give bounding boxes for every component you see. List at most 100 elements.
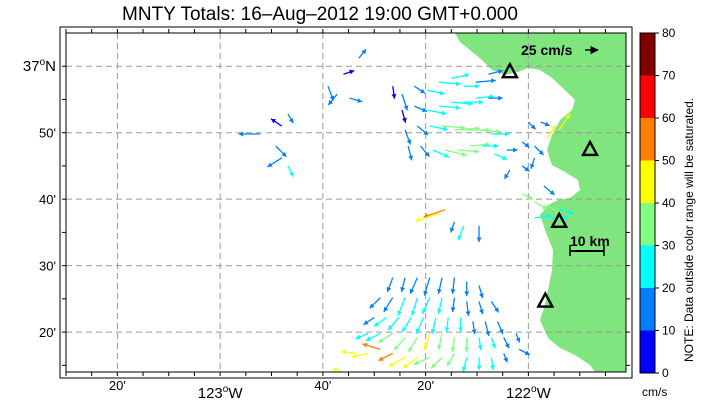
vector-head <box>281 151 287 157</box>
vector-head <box>401 117 407 123</box>
vector-head <box>423 130 429 136</box>
vector-head <box>413 360 419 365</box>
vector-head <box>479 293 484 299</box>
station-triangle <box>500 61 519 79</box>
current-vector <box>476 225 482 242</box>
current-vector <box>415 317 425 334</box>
current-vector <box>489 377 494 388</box>
current-vector <box>438 105 461 110</box>
current-vector <box>238 131 261 137</box>
vector-head <box>434 391 439 396</box>
current-vector <box>393 393 409 398</box>
current-vector <box>488 69 503 75</box>
vector-head <box>409 288 415 294</box>
current-vector <box>534 145 545 156</box>
current-vector <box>267 157 283 168</box>
vector-head <box>447 360 452 366</box>
vector-head <box>361 49 367 55</box>
vector-head <box>332 367 338 372</box>
map-title: MNTY Totals: 16–Aug–2012 19:00 GMT+0.000 <box>122 4 518 25</box>
vector-head <box>458 327 464 332</box>
current-vector <box>415 213 440 223</box>
vector-shaft <box>356 393 370 402</box>
vector-head <box>568 209 574 215</box>
current-vector <box>490 357 496 371</box>
current-vector <box>461 357 468 372</box>
vector-head <box>444 327 450 332</box>
vector-head <box>524 166 530 172</box>
current-vector <box>458 317 464 332</box>
current-vector <box>349 97 363 103</box>
vector-head <box>461 378 466 382</box>
current-vector <box>503 353 508 363</box>
current-vector <box>275 145 287 158</box>
colorbar-tick-label: 30 <box>662 239 676 253</box>
vector-head <box>288 117 294 124</box>
scale-vector-label: 25 cm/s <box>521 42 573 58</box>
vector-head <box>439 90 445 96</box>
lon-label: 122oW <box>506 384 552 402</box>
current-vector <box>432 149 450 158</box>
current-vector <box>437 297 443 314</box>
vector-head <box>494 307 499 313</box>
vector-head <box>378 337 384 343</box>
current-vector <box>457 225 465 241</box>
current-vector <box>410 297 419 316</box>
lat-label: 40' <box>39 192 56 207</box>
current-vector <box>464 281 470 296</box>
colorbar-segment <box>640 330 655 373</box>
vector-layer <box>238 48 574 402</box>
vector-head <box>443 153 450 158</box>
current-vector <box>430 356 443 369</box>
vector-head <box>455 81 461 87</box>
current-vector <box>450 337 456 352</box>
lon-label-sup: o <box>223 384 229 395</box>
current-vector <box>444 149 467 157</box>
vector-head <box>378 356 384 361</box>
lon-label-sup: o <box>531 384 537 395</box>
current-vector <box>474 377 479 390</box>
vector-head <box>515 337 521 343</box>
current-vector <box>448 378 466 389</box>
current-vector <box>391 86 397 99</box>
vector-head <box>397 310 402 316</box>
vector-head <box>437 344 442 350</box>
vector-head <box>489 384 494 389</box>
current-vector <box>449 221 456 233</box>
current-vector <box>494 153 508 160</box>
current-vector <box>343 69 355 75</box>
current-vector <box>482 143 499 149</box>
vector-head <box>328 99 334 105</box>
vector-head <box>391 93 397 99</box>
current-vector <box>404 129 412 145</box>
vector-head <box>431 363 437 369</box>
vector-head <box>497 69 503 75</box>
vector-head <box>332 378 337 382</box>
vector-head <box>530 163 535 169</box>
current-vector <box>380 393 393 399</box>
current-vector <box>402 356 418 369</box>
lon-label: 40' <box>314 378 331 393</box>
current-vector <box>362 342 381 351</box>
vector-head <box>491 78 496 84</box>
vector-head <box>474 148 480 154</box>
current-vector <box>356 393 370 402</box>
vector-head <box>440 378 445 382</box>
vector-head <box>503 357 508 363</box>
vector-head <box>394 344 400 351</box>
vector-head <box>490 365 496 370</box>
current-vector <box>478 285 484 299</box>
vector-head <box>493 143 499 149</box>
vector-head <box>504 343 510 349</box>
vector-head <box>365 398 370 402</box>
current-vector <box>388 356 406 367</box>
vector-head <box>388 395 393 400</box>
current-vector <box>451 73 470 79</box>
vector-head <box>464 291 470 296</box>
lon-label: 20' <box>417 378 434 393</box>
vector-head <box>267 162 273 167</box>
colorbar-tick-label: 40 <box>662 196 676 210</box>
vector-head <box>478 99 484 105</box>
vector-head <box>383 306 389 312</box>
vector-head <box>465 311 471 316</box>
